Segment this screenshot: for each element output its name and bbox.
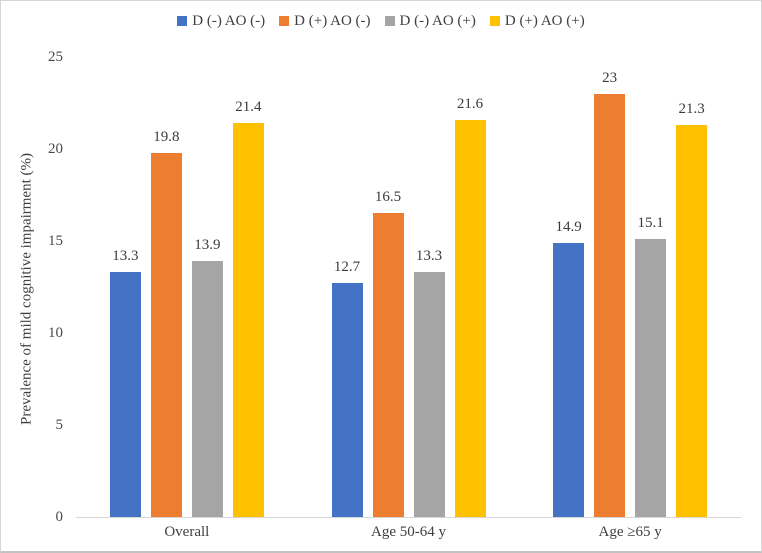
legend-item-2: D (-) AO (+) — [384, 12, 476, 30]
bar-data-label: 21.4 — [235, 99, 262, 116]
bar-age-50-64-y-series-3 — [454, 119, 486, 517]
y-tick-label: 15 — [48, 233, 63, 249]
bar-overall-series-1 — [150, 152, 182, 517]
legend-swatch-icon — [489, 16, 500, 26]
legend-label: D (+) AO (-) — [294, 12, 371, 29]
y-tick-label: 25 — [48, 49, 63, 65]
y-tick-label: 0 — [55, 509, 64, 525]
bar-age-50-64-y-series-2 — [413, 272, 445, 517]
plot-area: 13.3 19.8 13.9 21.4 12.7 16.5 13.3 21.6 14.9 23 15… — [76, 57, 741, 518]
legend-label: D (+) AO (+) — [504, 12, 585, 29]
bar-age-65-y-series-0 — [553, 242, 585, 517]
y-tick-label: 10 — [48, 325, 63, 341]
bar-data-label: 13.3 — [415, 248, 443, 265]
bar-age-50-64-y-series-1 — [372, 213, 404, 517]
bar-age-50-64-y-series-0 — [331, 283, 363, 517]
legend-swatch-icon — [279, 16, 290, 26]
chart-legend: D (-) AO (-) D (+) AO (-) D (-) AO (+) D (+… — [1, 9, 761, 33]
bar-age-65-y-series-2 — [635, 239, 667, 517]
bar-data-label: 12.7 — [333, 259, 361, 276]
bar-overall-series-3 — [232, 123, 264, 517]
bar-data-label: 14.9 — [555, 218, 582, 235]
bar-data-label: 13.3 — [112, 248, 139, 265]
x-axis-label-0: Overall — [164, 524, 210, 540]
y-tick-label: 20 — [48, 141, 63, 157]
bar-data-label: 16.5 — [374, 189, 402, 206]
y-axis-title: Prevalence of mild cognitive impairment … — [18, 153, 35, 425]
bar-data-label: 21.3 — [678, 101, 705, 118]
legend-swatch-icon — [384, 16, 395, 26]
legend-item-3: D (+) AO (+) — [489, 12, 585, 30]
legend-item-0: D (-) AO (-) — [177, 13, 265, 30]
legend-item-1: D (+) AO (-) — [279, 12, 371, 30]
legend-label: D (-) AO (-) — [192, 12, 266, 29]
bar-data-label: 21.6 — [456, 95, 484, 112]
bar-overall-series-0 — [109, 272, 141, 517]
x-axis-label-1: Age 50-64 y — [370, 524, 446, 540]
bar-data-label: 13.9 — [194, 237, 221, 254]
legend-swatch-icon — [177, 16, 188, 26]
x-axis-label-2: Age ≥65 y — [598, 524, 662, 540]
bar-age-65-y-series-3 — [676, 125, 708, 517]
legend-label: D (-) AO (+) — [399, 12, 476, 29]
bar-data-label: 15.1 — [637, 215, 664, 232]
y-tick-label: 5 — [55, 417, 64, 433]
bar-overall-series-2 — [191, 261, 223, 517]
bar-age-65-y-series-1 — [594, 93, 626, 517]
bar-data-label: 19.8 — [153, 128, 180, 145]
bar-data-label: 23 — [602, 69, 618, 86]
